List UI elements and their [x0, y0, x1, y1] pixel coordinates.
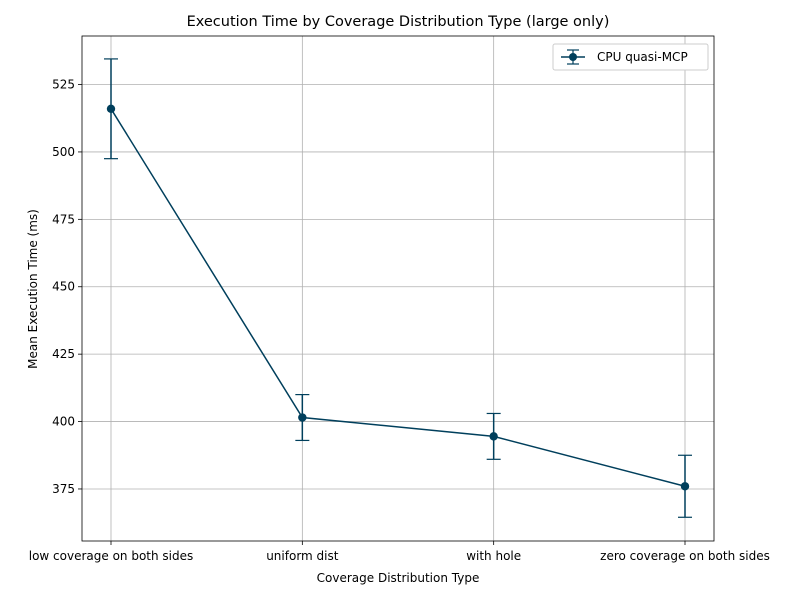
legend-label: CPU quasi-MCP	[597, 50, 688, 64]
x-tick-label: with hole	[466, 549, 521, 563]
y-tick-label: 450	[52, 280, 75, 294]
y-axis-title: Mean Execution Time (ms)	[26, 209, 40, 369]
plot-frame	[81, 35, 715, 542]
x-ticks: low coverage on both sides uniform dist wi…	[29, 541, 770, 563]
legend-box	[552, 43, 709, 71]
series-line	[110, 108, 686, 487]
data-point	[298, 413, 307, 422]
y-ticks: 375 400 425 450 475 500 525	[52, 78, 82, 496]
legend-point	[569, 53, 577, 61]
y-tick-label: 500	[52, 145, 75, 159]
x-axis-title: Coverage Distribution Type	[317, 571, 480, 585]
y-tick-label: 400	[52, 415, 75, 429]
chart-title: Execution Time by Coverage Distribution …	[187, 14, 610, 30]
legend-marker	[561, 49, 585, 65]
x-tick-label: uniform dist	[266, 549, 339, 563]
data-point	[680, 482, 690, 491]
data-point	[489, 432, 498, 441]
y-tick-label: 475	[52, 212, 75, 226]
x-tick-label: low coverage on both sides	[29, 549, 194, 563]
grid	[82, 36, 714, 541]
data-point	[106, 104, 116, 113]
legend: CPU quasi-MCP	[552, 43, 709, 71]
y-tick-label: 375	[52, 482, 75, 496]
x-tick-label: zero coverage on both sides	[600, 549, 770, 563]
series-line-group	[110, 108, 686, 487]
data-points	[106, 104, 690, 491]
y-tick-label: 525	[52, 78, 75, 92]
y-tick-label: 425	[52, 347, 75, 361]
